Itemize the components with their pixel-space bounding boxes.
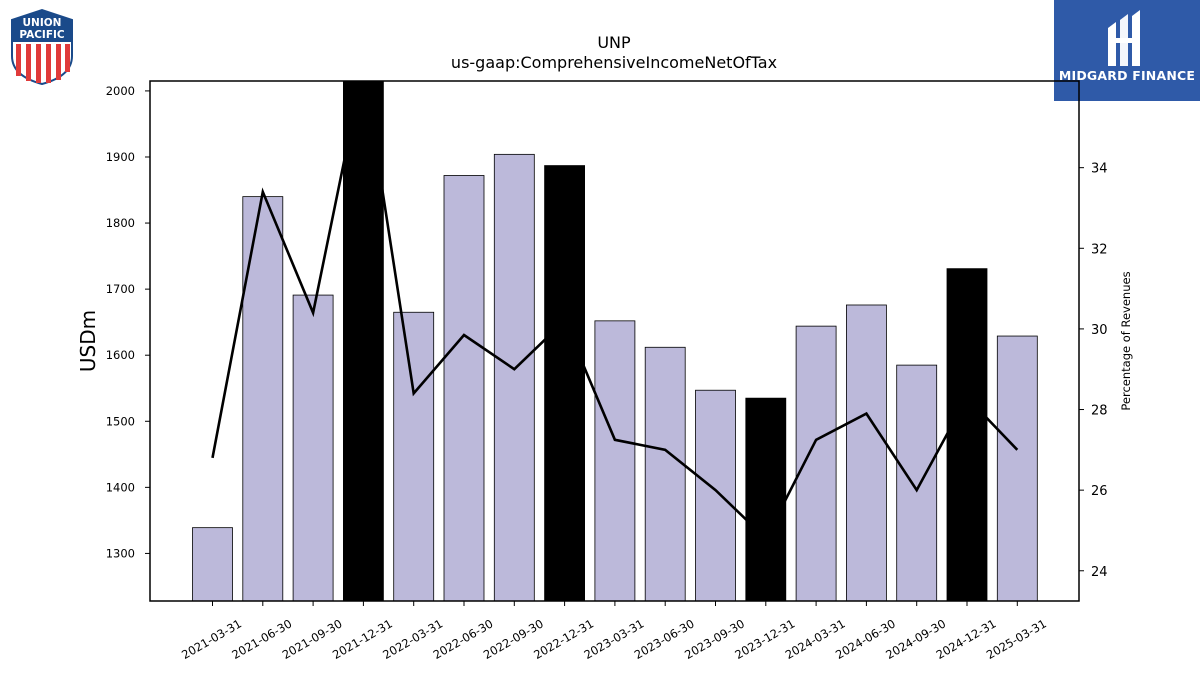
y2-tick-label: 30 bbox=[1091, 323, 1108, 338]
y-tick-label: 1300 bbox=[106, 546, 135, 560]
y-tick-label: 1800 bbox=[106, 216, 135, 230]
y-tick-label: 1400 bbox=[106, 480, 135, 494]
right-axis-ticks: 24 26 28 30 32 34 bbox=[1079, 162, 1108, 580]
bar-2022-03-31 bbox=[393, 311, 435, 601]
y2-tick-label: 34 bbox=[1091, 162, 1108, 177]
y-tick-label: 2000 bbox=[106, 84, 135, 98]
bar-2023-12-31 bbox=[745, 397, 787, 601]
y2-tick-label: 24 bbox=[1091, 565, 1108, 580]
y-axis-label: USDm bbox=[76, 310, 100, 372]
y2-tick-label: 26 bbox=[1091, 484, 1108, 499]
revenue-pct-line bbox=[211, 81, 1019, 541]
y-tick-label: 1600 bbox=[106, 348, 135, 362]
midgard-finance-label: MIDGARD FINANCE bbox=[1058, 68, 1196, 83]
shield-logo-icon: UNION PACIFIC bbox=[11, 8, 73, 86]
y-tick-label: 1500 bbox=[106, 414, 135, 428]
midgard-finance-logo: MIDGARD FINANCE bbox=[1054, 0, 1200, 101]
logo-text-pacific: PACIFIC bbox=[19, 29, 65, 41]
bar-2021-03-31 bbox=[192, 527, 233, 601]
bar-2023-06-30 bbox=[644, 346, 686, 601]
bar-2023-03-31 bbox=[594, 320, 636, 601]
chart-title: UNP bbox=[597, 33, 631, 52]
logo-text-union: UNION bbox=[23, 17, 62, 29]
y2-axis-label: Percentage of Revenues bbox=[1119, 271, 1133, 410]
bar-2021-09-30 bbox=[292, 294, 334, 601]
bar-2025-03-31 bbox=[996, 335, 1038, 601]
chart-subtitle: us-gaap:ComprehensiveIncomeNetOfTax bbox=[451, 53, 777, 72]
bar-2022-09-30 bbox=[493, 153, 535, 601]
bar-2021-12-31 bbox=[342, 81, 384, 601]
midgard-mark-icon bbox=[1108, 10, 1140, 66]
line-group bbox=[211, 81, 1019, 541]
bar-2024-09-30 bbox=[896, 364, 938, 601]
y2-tick-label: 28 bbox=[1091, 404, 1108, 419]
left-axis-ticks: 1300 1400 1500 1600 1700 1800 1900 2000 bbox=[106, 84, 150, 560]
bar-2024-06-30 bbox=[846, 304, 887, 601]
y-tick-label: 1700 bbox=[106, 282, 135, 296]
bar-2021-06-30 bbox=[242, 196, 284, 601]
bar-group bbox=[192, 81, 1038, 601]
bar-2022-12-31 bbox=[544, 165, 585, 601]
bar-2024-03-31 bbox=[795, 325, 837, 601]
x-axis-ticks: 2021-03-312021-06-302021-09-302021-12-31… bbox=[179, 601, 1049, 662]
y2-tick-label: 32 bbox=[1091, 242, 1108, 257]
bar-2022-06-30 bbox=[443, 175, 485, 601]
union-pacific-logo: UNION PACIFIC bbox=[8, 8, 76, 86]
bar-2024-12-31 bbox=[946, 268, 988, 601]
bar-2023-09-30 bbox=[695, 389, 736, 601]
y-tick-label: 1900 bbox=[106, 150, 135, 164]
